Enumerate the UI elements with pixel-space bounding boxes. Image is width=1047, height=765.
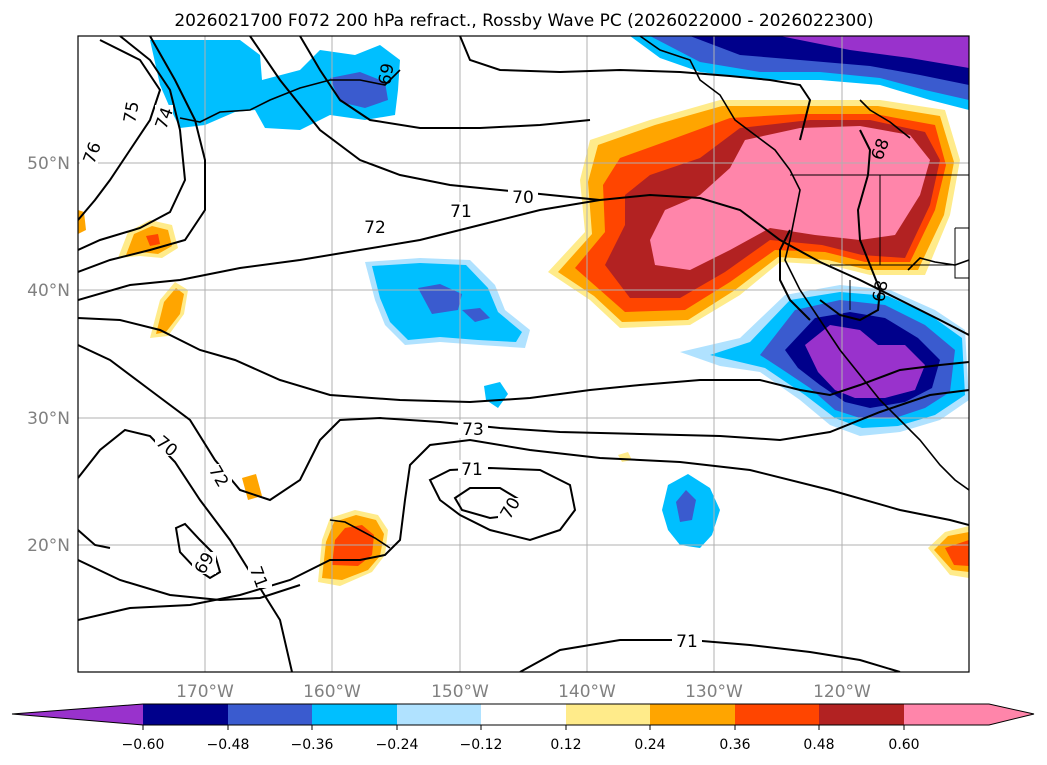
southeast-negative-blue [676,490,696,522]
map-frame [77,35,970,673]
lon-label-150w: 150°W [431,682,489,702]
map-panel: 76 75 74 69 70 71 72 73 70 71 70 [77,35,970,673]
aleutian-negative-blue [330,72,388,108]
colorbar: −0.60 −0.48 −0.36 −0.24 −0.12 0.12 0.24 … [11,703,1035,753]
colorbar-tick: 0.24 [634,737,665,753]
colorbar-bin [650,704,735,725]
contour-label-68-south: 68 [869,279,892,304]
political-borders [790,174,969,310]
west-positive-red [146,234,160,246]
lat-label-50n: 50°N [27,154,70,174]
colorbar-bin [143,704,228,725]
narrow-positive-orange [156,288,184,334]
central-negative-blue [418,284,462,314]
latitude-labels: 50°N 40°N 30°N 20°N [27,154,70,556]
west-edge-orange [78,210,86,234]
colorbar-extend-high [989,704,1034,725]
colorbar-tick: −0.12 [460,737,503,753]
figure-title: 2026021700 F072 200 hPa refract., Rossby… [174,11,873,31]
colorbar-bin [228,704,312,725]
colorbar-tick: 0.12 [550,737,581,753]
colorbar-tick: −0.24 [376,737,419,753]
central-negative-blue2 [462,308,490,322]
colorbar-tick: −0.60 [122,737,165,753]
lon-label-120w: 120°W [813,682,871,702]
contour-label-73: 73 [462,420,484,440]
colorbar-tick: −0.36 [291,737,334,753]
colorbar-bin [312,704,397,725]
lon-label-140w: 140°W [558,682,616,702]
colorbar-tick: 0.36 [719,737,750,753]
contour-label-71-central: 71 [461,460,483,480]
lon-label-160w: 160°W [303,682,361,702]
colorbar-tick: −0.48 [207,737,250,753]
colorbar-bin [735,704,819,725]
lon-label-130w: 130°W [685,682,743,702]
contour-label-layer: 76 75 74 69 70 71 72 73 70 71 70 [80,62,894,652]
colorbar-extend-low [12,704,143,725]
contour-label-72-north: 72 [364,218,386,238]
contour-label-71-north: 71 [450,202,472,222]
graticule [78,36,969,672]
ne-negative-purple [780,36,969,68]
lon-label-170w: 170°W [176,682,234,702]
lat-label-20n: 20°N [27,536,70,556]
lat-label-40n: 40°N [27,281,70,301]
lat-label-30n: 30°N [27,409,70,429]
colorbar-tick: 0.48 [803,737,834,753]
colorbar-bin [566,704,650,725]
se-corner-red [945,540,969,566]
colorbar-tick: 0.60 [888,737,919,753]
colorbar-bin [904,704,989,725]
aleutian-negative-cyan [150,40,400,130]
colorbar-bin [481,704,566,725]
contour-label-70-north: 70 [512,188,534,208]
longitude-labels: 170°W 160°W 150°W 140°W 130°W 120°W [176,682,871,702]
colorbar-bin [819,704,904,725]
colorbar-bin [397,704,481,725]
contour-label-75: 75 [120,100,143,125]
small-positive-orange [242,474,262,500]
coastlines [179,36,969,549]
contour-label-69-north: 69 [375,62,398,87]
contour-label-71-south: 71 [676,632,698,652]
